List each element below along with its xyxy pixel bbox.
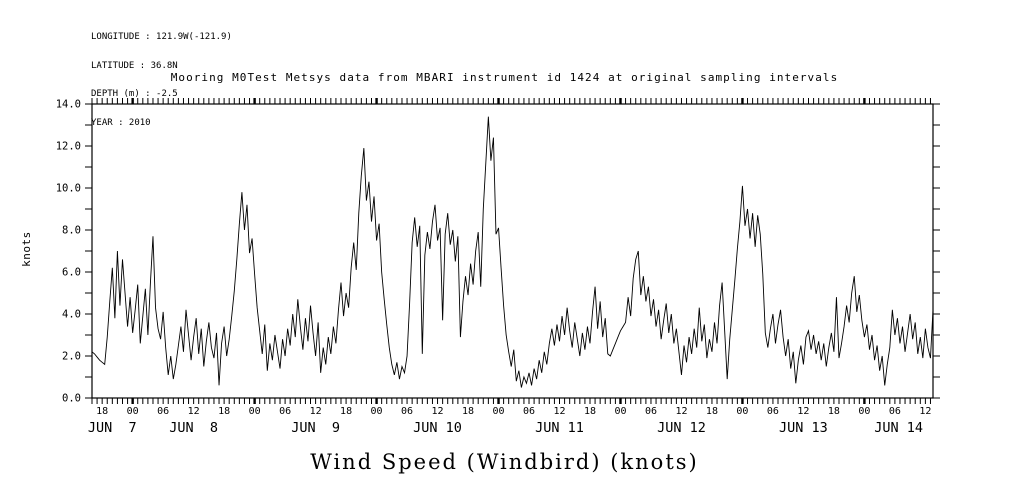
svg-text:12: 12 (797, 406, 809, 417)
svg-text:18: 18 (462, 406, 474, 417)
svg-text:18: 18 (828, 406, 840, 417)
svg-text:18: 18 (706, 406, 718, 417)
svg-text:06: 06 (889, 406, 901, 417)
svg-text:2.0: 2.0 (62, 351, 81, 363)
svg-text:JUN 7: JUN 7 (88, 420, 137, 436)
svg-text:12: 12 (675, 406, 687, 417)
y-axis-ticks (85, 103, 940, 399)
svg-text:JUN 10: JUN 10 (413, 420, 462, 436)
hour-tick-labels: 18 00 06 12 18 00 06 12 18 00 06 12 18 00 06 12 18 00 06 12… (96, 406, 931, 417)
svg-text:00: 00 (249, 406, 261, 417)
svg-text:12: 12 (310, 406, 322, 417)
svg-text:00: 00 (127, 406, 139, 417)
svg-text:12: 12 (919, 406, 931, 417)
svg-text:18: 18 (584, 406, 596, 417)
svg-text:14.0: 14.0 (56, 99, 81, 111)
svg-text:00: 00 (614, 406, 626, 417)
svg-text:18: 18 (340, 406, 352, 417)
longitude-label: LONGITUDE : 121.9W(-121.9) (91, 32, 232, 42)
svg-text:00: 00 (371, 406, 383, 417)
svg-text:6.0: 6.0 (62, 267, 81, 279)
date-tick-labels: JUN 7 JUN 8 JUN 9 JUN 10 JUN 11 JUN 12 JUN 13 J… (88, 420, 923, 436)
svg-text:12: 12 (188, 406, 200, 417)
svg-text:8.0: 8.0 (62, 225, 81, 237)
svg-text:06: 06 (767, 406, 779, 417)
svg-text:JUN 13: JUN 13 (779, 420, 828, 436)
svg-text:00: 00 (493, 406, 505, 417)
svg-text:JUN 11: JUN 11 (535, 420, 584, 436)
svg-text:JUN 9: JUN 9 (291, 420, 340, 436)
svg-text:06: 06 (645, 406, 657, 417)
depth-label: DEPTH (m) : -2.5 (91, 89, 178, 99)
svg-text:JUN 8: JUN 8 (169, 420, 218, 436)
svg-text:00: 00 (858, 406, 870, 417)
svg-text:0.0: 0.0 (62, 393, 81, 405)
wind-speed-line (91, 116, 934, 388)
svg-text:12.0: 12.0 (56, 141, 81, 153)
svg-text:06: 06 (401, 406, 413, 417)
svg-text:10.0: 10.0 (56, 183, 81, 195)
svg-text:JUN 14: JUN 14 (874, 420, 923, 436)
y-tick-labels: 0.0 2.0 4.0 6.0 8.0 10.0 12.0 14.0 (56, 99, 81, 405)
svg-text:JUN 12: JUN 12 (657, 420, 706, 436)
svg-text:06: 06 (157, 406, 169, 417)
svg-text:12: 12 (553, 406, 565, 417)
plot-frame (91, 103, 934, 399)
svg-text:06: 06 (523, 406, 535, 417)
year-label: YEAR : 2010 (91, 117, 151, 128)
chart-title: Mooring M0Test Metsys data from MBARI in… (170, 71, 839, 84)
x-axis-ticks (91, 98, 931, 404)
svg-text:18: 18 (96, 406, 108, 417)
svg-text:06: 06 (279, 406, 291, 417)
svg-text:4.0: 4.0 (62, 309, 81, 321)
latitude-label: LATITUDE : 36.8N (91, 60, 178, 71)
svg-text:12: 12 (432, 406, 444, 417)
svg-text:18: 18 (218, 406, 230, 417)
svg-text:00: 00 (736, 406, 748, 417)
x-axis-title: Wind Speed (Windbird) (knots) (310, 450, 699, 474)
metadata-block: LONGITUDE : 121.9W(-121.9) LATITUDE : 36… (91, 14, 232, 147)
